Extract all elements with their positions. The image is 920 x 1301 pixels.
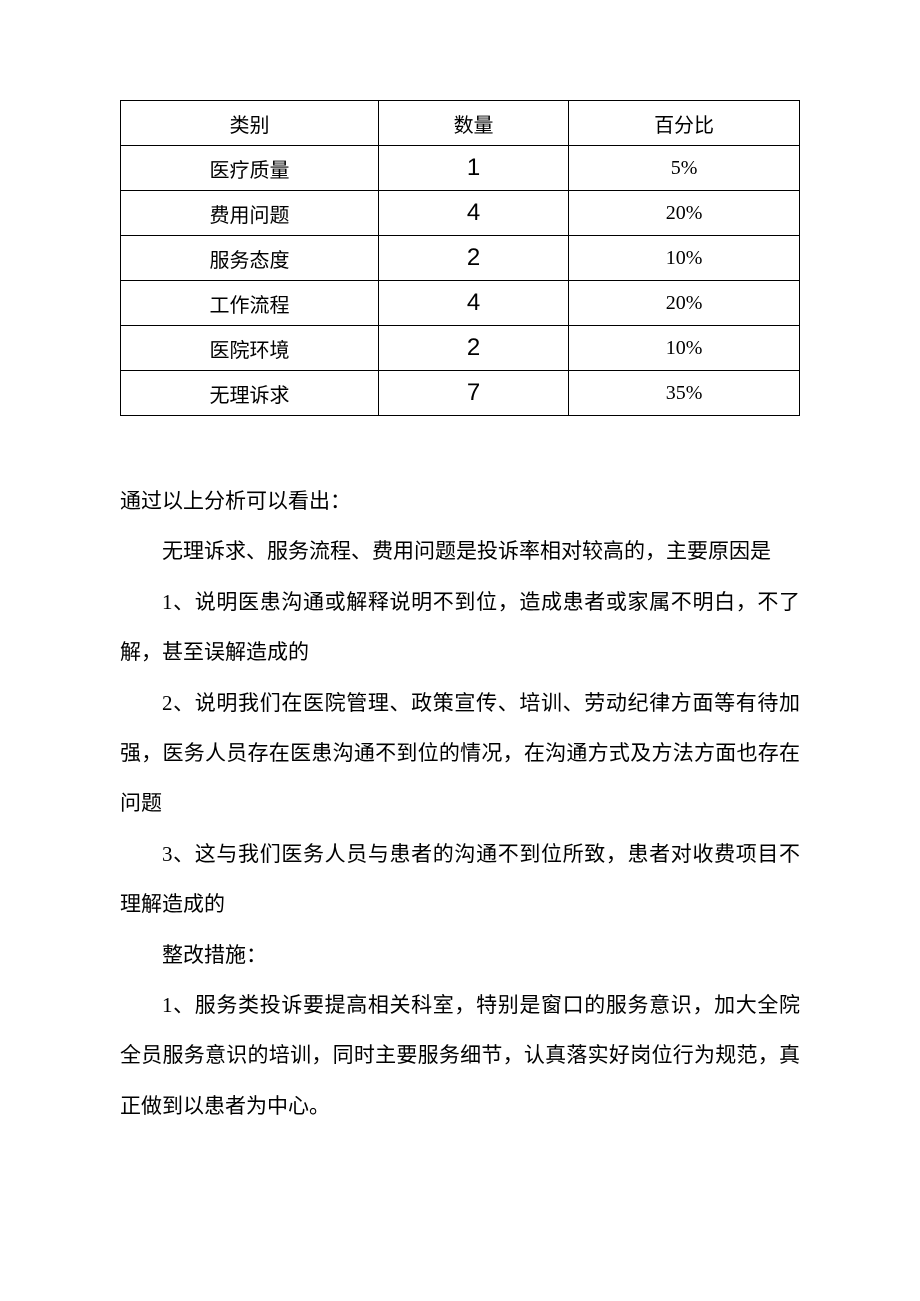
cell-count: 7 [379,371,569,416]
cell-category: 工作流程 [121,281,379,326]
table-row: 医院环境 2 10% [121,326,800,371]
cell-percent: 35% [569,371,800,416]
cell-percent: 20% [569,281,800,326]
cell-percent: 5% [569,146,800,191]
cell-count: 2 [379,326,569,371]
action-1: 1、服务类投诉要提高相关科室，特别是窗口的服务意识，加大全院全员服务意识的培训，… [120,980,800,1131]
analysis-text: 通过以上分析可以看出： 无理诉求、服务流程、费用问题是投诉率相对较高的，主要原因… [120,476,800,1131]
cell-category: 费用问题 [121,191,379,236]
table-header-row: 类别 数量 百分比 [121,101,800,146]
cell-count: 1 [379,146,569,191]
intro-line: 通过以上分析可以看出： [120,476,800,526]
cell-category: 医疗质量 [121,146,379,191]
cell-count: 4 [379,281,569,326]
cell-count: 2 [379,236,569,281]
cell-percent: 10% [569,326,800,371]
header-category: 类别 [121,101,379,146]
action-heading: 整改措施： [120,930,800,980]
cell-percent: 20% [569,191,800,236]
table-row: 工作流程 4 20% [121,281,800,326]
cell-count: 4 [379,191,569,236]
header-count: 数量 [379,101,569,146]
reason-3: 3、这与我们医务人员与患者的沟通不到位所致，患者对收费项目不理解造成的 [120,829,800,930]
page-content: 类别 数量 百分比 医疗质量 1 5% 费用问题 4 20% 服务态度 2 10… [0,0,920,1211]
cell-percent: 10% [569,236,800,281]
table-row: 医疗质量 1 5% [121,146,800,191]
table-row: 无理诉求 7 35% [121,371,800,416]
cell-category: 服务态度 [121,236,379,281]
header-percent: 百分比 [569,101,800,146]
table-row: 费用问题 4 20% [121,191,800,236]
table-row: 服务态度 2 10% [121,236,800,281]
table-body: 医疗质量 1 5% 费用问题 4 20% 服务态度 2 10% 工作流程 4 2… [121,146,800,416]
cell-category: 无理诉求 [121,371,379,416]
complaint-table: 类别 数量 百分比 医疗质量 1 5% 费用问题 4 20% 服务态度 2 10… [120,100,800,416]
reason-2: 2、说明我们在医院管理、政策宣传、培训、劳动纪律方面等有待加强，医务人员存在医患… [120,678,800,829]
cell-category: 医院环境 [121,326,379,371]
reason-1: 1、说明医患沟通或解释说明不到位，造成患者或家属不明白，不了解，甚至误解造成的 [120,577,800,678]
summary-paragraph: 无理诉求、服务流程、费用问题是投诉率相对较高的，主要原因是 [120,526,800,576]
